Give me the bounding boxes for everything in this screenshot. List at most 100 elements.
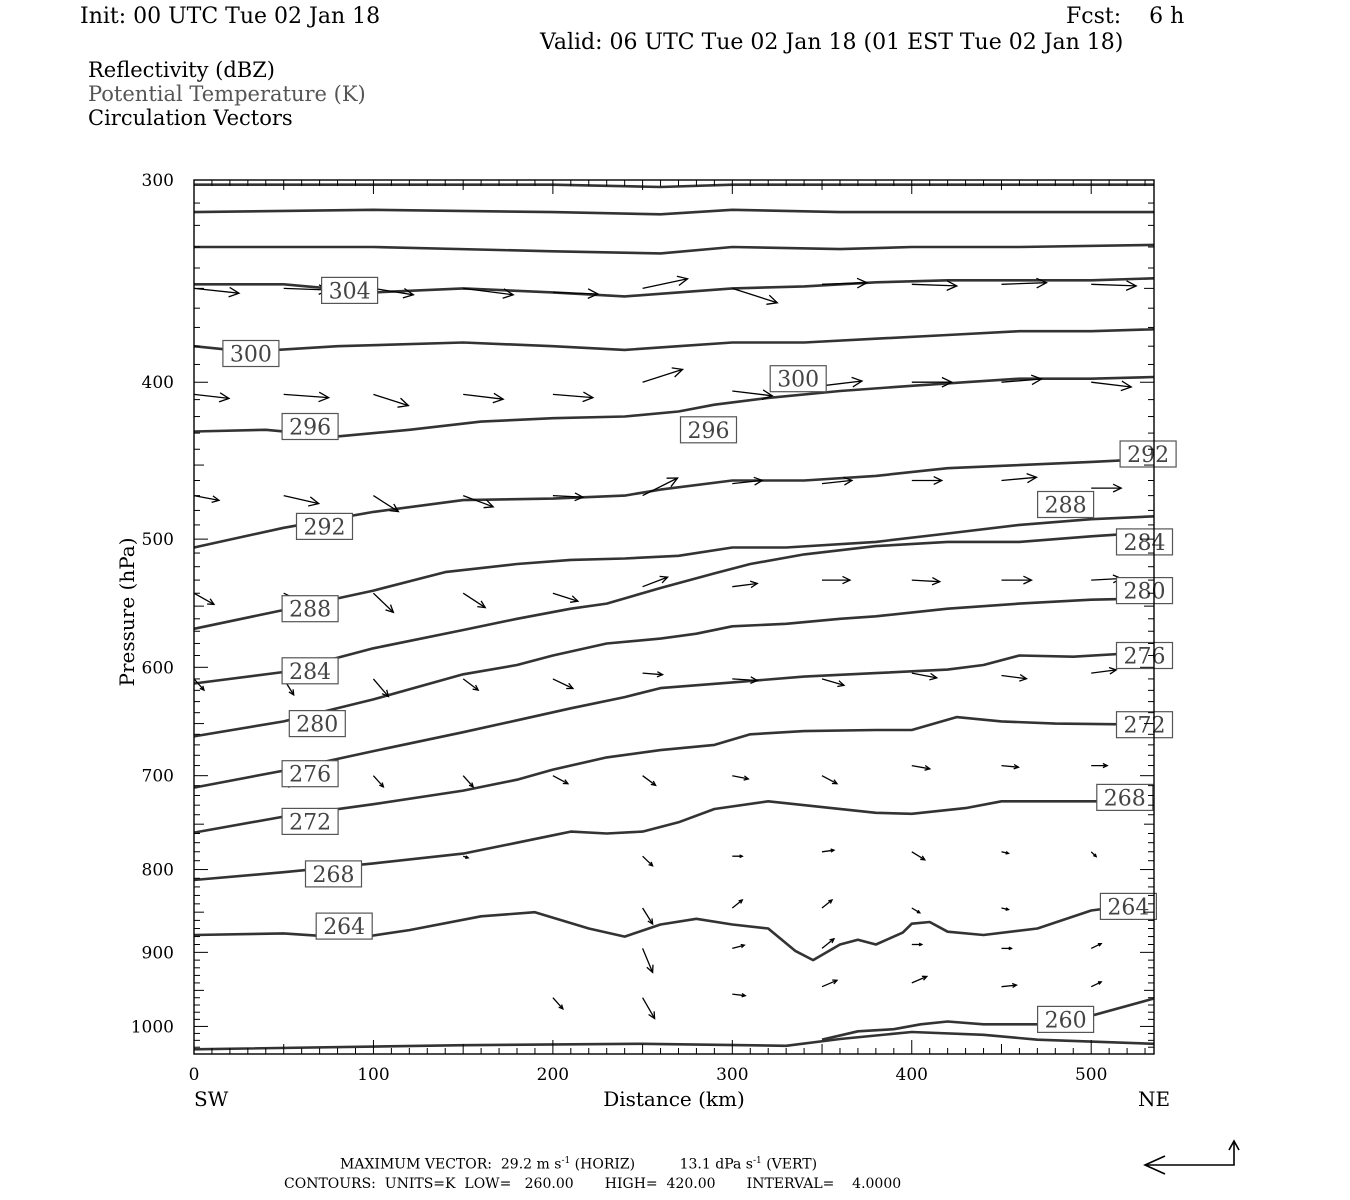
theta-contour-292	[193, 457, 1155, 549]
vector-arrow	[731, 899, 744, 909]
contour-label: 300	[769, 365, 827, 393]
theta-contour-296	[193, 375, 1155, 438]
vector-arrow	[642, 855, 654, 867]
theta-contour-280	[193, 597, 1155, 738]
vector-arrow	[911, 280, 959, 291]
init-time: Init: 00 UTC Tue 02 Jan 18	[80, 4, 381, 29]
y-axis-label: Pressure (hPa)	[115, 538, 139, 687]
contour-label-text: 264	[323, 915, 365, 940]
max-vector-line: MAXIMUM VECTOR: 29.2 m s-1 (HORIZ) 13.1 …	[340, 1156, 817, 1173]
contour-labels: 304 300 300 296 296 292 292 288 288 284 284 280 280 2…	[222, 276, 1177, 1033]
vector-arrow	[1090, 851, 1098, 858]
vector-arrow	[372, 775, 385, 789]
theta-contour-284	[193, 530, 1155, 685]
x-tick-label: 500	[1075, 1065, 1107, 1085]
vector-arrow	[1001, 850, 1010, 855]
y-tick-label: 700	[142, 767, 174, 787]
vector-arrow	[642, 671, 665, 678]
x-tick-label: 400	[896, 1065, 928, 1085]
contour-label-text: 284	[289, 660, 331, 685]
x-tick-label: 100	[357, 1065, 389, 1085]
vector-arrow	[193, 494, 221, 504]
vector-arrow	[372, 592, 395, 614]
vector-arrow	[283, 494, 321, 507]
vector-arrow	[1091, 380, 1133, 392]
vector-arrow	[641, 948, 654, 974]
theta-contour-264	[193, 900, 1155, 962]
circulation-vectors	[193, 275, 1138, 1020]
vector-arrow	[642, 997, 656, 1020]
theta-contour-unlabeled-13	[194, 243, 1155, 255]
horiz-exponent: -1	[561, 1156, 571, 1166]
vector-arrow	[821, 979, 839, 988]
vector-arrow	[193, 678, 205, 692]
vector-arrow	[1001, 472, 1038, 484]
max-horiz-value: 29.2	[500, 1156, 533, 1173]
vert-exponent: -1	[752, 1156, 762, 1166]
x-tick-label: 0	[189, 1065, 200, 1085]
vector-arrow	[732, 476, 764, 486]
contour-label-text: 292	[1127, 443, 1169, 468]
contour-label: 292	[1119, 440, 1177, 468]
contours-info: CONTOURS: UNITS=K LOW= 260.00 HIGH= 420.…	[284, 1176, 902, 1192]
vector-arrow	[193, 286, 241, 298]
vector-arrow	[1001, 763, 1021, 770]
vector-arrow	[462, 494, 495, 509]
contour-label-text: 280	[296, 713, 338, 738]
vector-arrow	[1001, 374, 1043, 386]
contour-label-text: 292	[304, 515, 346, 540]
contour-label-text: 268	[313, 863, 355, 888]
theta-contour-304	[194, 277, 1155, 298]
vector-arrow	[732, 775, 750, 781]
contour-label: 292	[295, 512, 354, 540]
max-vector-label: MAXIMUM VECTOR:	[340, 1156, 492, 1173]
vector-arrow	[463, 392, 505, 404]
vert-tag: (VERT)	[766, 1156, 818, 1173]
contour-label: 264	[1099, 892, 1158, 920]
legend-potential-temperature: Potential Temperature (K)	[88, 82, 366, 106]
plot-frame	[193, 179, 1155, 1055]
vector-arrow	[1001, 277, 1048, 289]
vector-arrow	[1091, 483, 1123, 493]
vector-arrow	[1091, 762, 1109, 769]
contour-label-text: 284	[1124, 531, 1166, 556]
vector-arrow	[821, 476, 854, 486]
contour-label: 272	[281, 807, 339, 835]
vector-arrow	[642, 575, 669, 588]
vector-arrow	[732, 676, 759, 684]
vector-arrow	[373, 393, 410, 408]
max-vert-value: 13.1	[679, 1156, 711, 1173]
vector-arrow	[552, 592, 580, 603]
y-tick-label: 600	[142, 658, 174, 678]
y-tick-label: 900	[142, 943, 174, 963]
reference-vector-icon	[1143, 1139, 1240, 1175]
x-tick-label: 300	[716, 1065, 748, 1085]
contour-label-text: 272	[289, 810, 331, 835]
vector-arrow	[373, 287, 415, 299]
contour-label-text: 268	[1104, 786, 1146, 811]
vector-arrow	[821, 678, 846, 688]
contour-label: 268	[304, 860, 363, 888]
legend-circulation-vectors: Circulation Vectors	[88, 106, 293, 130]
contour-label: 284	[281, 657, 339, 685]
contour-label: 296	[679, 416, 738, 444]
vector-arrow	[911, 672, 939, 681]
contour-label-text: 260	[1045, 1008, 1087, 1033]
vector-arrow	[552, 288, 600, 299]
ne-label: NE	[1138, 1087, 1170, 1111]
y-tick-label: 400	[142, 373, 174, 393]
vector-arrow	[732, 389, 774, 401]
contour-label: 268	[1096, 783, 1154, 811]
vector-arrow	[911, 476, 944, 485]
contour-label: 260	[1036, 1005, 1095, 1033]
contour-label: 276	[281, 760, 339, 788]
vector-arrow	[821, 937, 836, 949]
vector-arrow	[732, 287, 779, 305]
vector-arrow	[911, 907, 922, 914]
theta-contour-272	[193, 715, 1155, 834]
vector-arrow	[552, 997, 564, 1011]
contour-label-text: 300	[777, 368, 819, 393]
vector-arrow	[911, 376, 954, 388]
x-tick-label: 200	[537, 1065, 569, 1085]
vector-arrow	[193, 592, 216, 606]
